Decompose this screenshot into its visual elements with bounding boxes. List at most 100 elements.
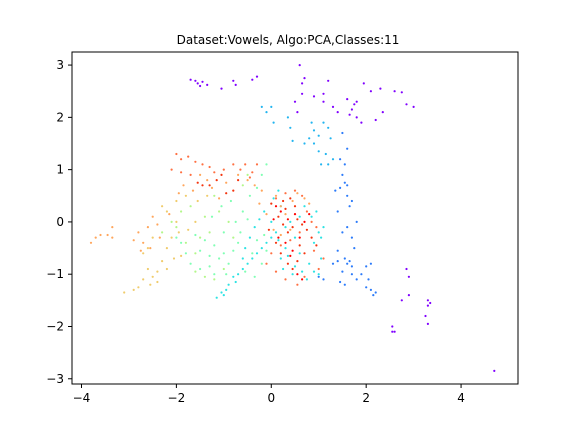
plot-frame (71, 51, 519, 385)
data-point (336, 210, 339, 213)
data-point (222, 168, 225, 171)
data-point (346, 262, 349, 265)
data-point (405, 103, 408, 106)
y-tick-label: 0 (56, 215, 64, 229)
data-point (277, 239, 280, 242)
data-point (286, 262, 289, 265)
data-point (369, 288, 372, 291)
data-point (222, 252, 225, 255)
data-point (246, 262, 249, 265)
data-point (258, 202, 261, 205)
data-point (293, 213, 297, 216)
data-point (303, 220, 306, 223)
data-point (194, 160, 197, 163)
data-point (177, 192, 180, 195)
data-point (381, 111, 384, 114)
data-point (196, 199, 199, 203)
data-point (407, 275, 410, 278)
data-point (291, 226, 294, 229)
data-point (241, 267, 244, 271)
data-point (284, 226, 287, 229)
data-point (296, 260, 299, 263)
data-point (301, 82, 304, 85)
x-tick-label: 4 (457, 391, 465, 405)
x-tick-label: −2 (168, 391, 186, 405)
data-point (296, 283, 299, 286)
data-point (291, 273, 294, 276)
data-point (291, 199, 294, 203)
data-point (232, 189, 235, 192)
data-point (206, 179, 209, 182)
data-point (493, 369, 496, 372)
data-point (222, 294, 225, 297)
data-point (189, 262, 192, 265)
data-point (177, 231, 180, 234)
data-point (317, 275, 320, 278)
data-point (374, 118, 377, 122)
data-point (272, 228, 275, 231)
data-point (111, 236, 114, 239)
data-point (343, 257, 346, 260)
data-point (274, 241, 278, 244)
data-point (350, 236, 353, 239)
data-point (218, 257, 221, 260)
data-point (161, 260, 164, 263)
data-point (350, 108, 353, 111)
data-point (279, 233, 282, 237)
data-point (270, 220, 273, 223)
data-point (303, 142, 306, 145)
data-point (165, 210, 168, 213)
data-point (301, 194, 304, 197)
data-point (213, 194, 216, 197)
data-point (293, 265, 297, 268)
data-point (206, 194, 209, 197)
data-point (260, 262, 263, 265)
y-tick-label: −3 (46, 372, 64, 386)
data-point (274, 205, 278, 208)
data-point (308, 262, 311, 265)
data-point (203, 239, 206, 242)
data-point (372, 294, 375, 297)
data-point (315, 226, 318, 229)
data-point (284, 278, 287, 281)
data-point (339, 280, 342, 284)
data-point (151, 215, 154, 218)
data-point (312, 270, 316, 273)
data-point (232, 79, 235, 82)
data-point (222, 231, 225, 234)
data-point (161, 231, 164, 234)
x-tick-label: 0 (267, 391, 275, 405)
data-point (346, 147, 349, 150)
data-point (365, 286, 368, 289)
data-point (322, 121, 325, 124)
data-point (277, 189, 280, 192)
data-point (291, 139, 294, 142)
data-point (355, 100, 358, 103)
data-point (426, 322, 429, 325)
data-point (244, 247, 247, 250)
data-point (279, 210, 282, 213)
data-point (187, 155, 190, 158)
data-point (218, 210, 221, 213)
data-point (327, 126, 330, 129)
data-point (400, 299, 403, 302)
data-point (322, 100, 325, 103)
data-point (303, 77, 306, 80)
data-point (293, 236, 297, 239)
data-point (369, 262, 372, 265)
data-point (239, 168, 242, 171)
data-point (284, 192, 287, 195)
data-point (199, 173, 202, 176)
data-point (146, 267, 149, 271)
data-point (315, 244, 318, 247)
data-point (310, 236, 313, 239)
data-point (426, 304, 429, 307)
data-point (312, 142, 316, 145)
data-point (274, 270, 278, 273)
data-point (237, 173, 240, 176)
data-point (220, 173, 223, 176)
data-point (279, 252, 282, 255)
data-point (199, 236, 202, 239)
data-point (286, 254, 289, 257)
